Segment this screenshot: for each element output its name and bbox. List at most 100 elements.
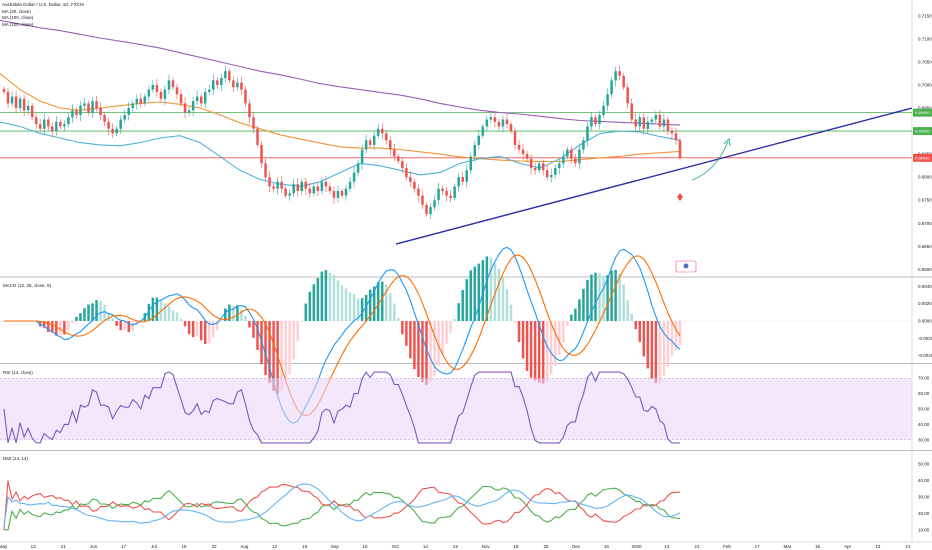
- candle: [135, 98, 139, 104]
- time-axis-label: Apr: [844, 544, 852, 549]
- macd-histogram-bar: [376, 282, 380, 321]
- candle: [360, 149, 364, 164]
- candle: [590, 117, 593, 127]
- candle: [626, 87, 629, 104]
- candle: [485, 119, 489, 127]
- macd-histogram-bar: [654, 321, 658, 384]
- candle: [481, 126, 485, 136]
- macd-histogram-bar: [393, 303, 396, 321]
- dmi-axis-label: 20.00: [918, 511, 930, 516]
- macd-histogram-bar: [614, 269, 617, 321]
- candle: [578, 149, 581, 164]
- time-axis-label: 16: [362, 544, 368, 549]
- candle: [30, 105, 34, 118]
- candle: [441, 188, 444, 192]
- rsi-title: RSI (14, close): [3, 370, 33, 375]
- ma200-line: [0, 19, 681, 126]
- macd-histogram-bar: [505, 289, 509, 321]
- macd-histogram-bar: [207, 321, 211, 344]
- macd-histogram-bar: [316, 277, 320, 321]
- macd-histogram-bar: [55, 321, 58, 336]
- candle: [115, 128, 118, 134]
- candle: [449, 195, 452, 198]
- legend-ma20: MA (20, close): [2, 8, 31, 14]
- candle: [340, 191, 344, 196]
- macd-histogram-bar: [385, 284, 388, 321]
- dmi-title: DMI (14, 14): [3, 456, 29, 461]
- time-axis-label: Sep: [331, 544, 340, 549]
- candle: [505, 119, 509, 125]
- legend-symbol: Australian Dollar / U.S. Dollar, 1D, FXC…: [2, 2, 84, 7]
- macd-histogram-bar: [183, 321, 187, 327]
- time-axis-label: Feb: [723, 544, 731, 549]
- macd-histogram-bar: [678, 321, 682, 346]
- candle: [34, 117, 38, 125]
- candle: [91, 101, 94, 113]
- time-axis-label: 18: [513, 544, 519, 549]
- candle: [179, 94, 183, 104]
- candle: [489, 117, 493, 120]
- candle: [308, 188, 312, 194]
- candle: [51, 126, 54, 132]
- macd-histogram-bar: [155, 297, 159, 321]
- macd-histogram-bar: [296, 321, 299, 342]
- macd-histogram-bar: [437, 321, 440, 367]
- macd-histogram-bar: [405, 321, 408, 346]
- macd-histogram-bar: [598, 272, 601, 321]
- macd-line: [4, 246, 681, 424]
- macd-histogram-bar: [79, 313, 82, 321]
- macd-histogram-bar: [268, 321, 271, 383]
- macd-histogram-bar: [658, 321, 662, 383]
- time-axis-label: 13: [664, 544, 670, 549]
- candle: [171, 80, 175, 88]
- candle: [296, 184, 299, 192]
- candle: [203, 91, 207, 104]
- macd-histogram-bar: [67, 321, 70, 331]
- rsi-line: [3, 371, 680, 444]
- candle: [642, 117, 646, 129]
- candle: [566, 149, 569, 157]
- macd-histogram-bar: [549, 321, 553, 375]
- rsi-axis-label: 70.00: [918, 376, 930, 381]
- candle: [304, 181, 308, 189]
- candle: [42, 119, 46, 129]
- candle: [461, 177, 464, 182]
- macd-histogram-bar: [521, 321, 525, 359]
- candle: [385, 133, 388, 141]
- candle: [95, 101, 98, 109]
- macd-histogram-bar: [51, 321, 54, 333]
- candle: [537, 163, 541, 171]
- legend-ma200: MA (200, close): [2, 21, 34, 27]
- candle: [666, 119, 670, 132]
- dmi-axis-label: 50.00: [918, 462, 930, 467]
- candle: [107, 121, 110, 129]
- candle: [549, 174, 553, 178]
- macd-histogram-bar: [525, 321, 529, 371]
- macd-histogram-bar: [123, 321, 126, 330]
- candle: [211, 80, 215, 90]
- candle: [18, 98, 22, 109]
- macd-signal-line: [4, 254, 681, 417]
- price-tag: [913, 153, 932, 162]
- candle: [79, 105, 82, 115]
- candle: [529, 158, 533, 168]
- candle: [59, 121, 62, 127]
- time-axis-label: Jun: [90, 544, 98, 549]
- candle: [598, 114, 601, 125]
- candle: [123, 114, 126, 120]
- candle: [654, 114, 658, 120]
- candle: [344, 188, 348, 196]
- candle: [87, 103, 90, 113]
- price-tag: [913, 127, 932, 136]
- time-axis-label: 16: [815, 544, 821, 549]
- macd-histogram-bar: [485, 256, 489, 321]
- candle: [147, 89, 151, 97]
- candle: [397, 156, 400, 162]
